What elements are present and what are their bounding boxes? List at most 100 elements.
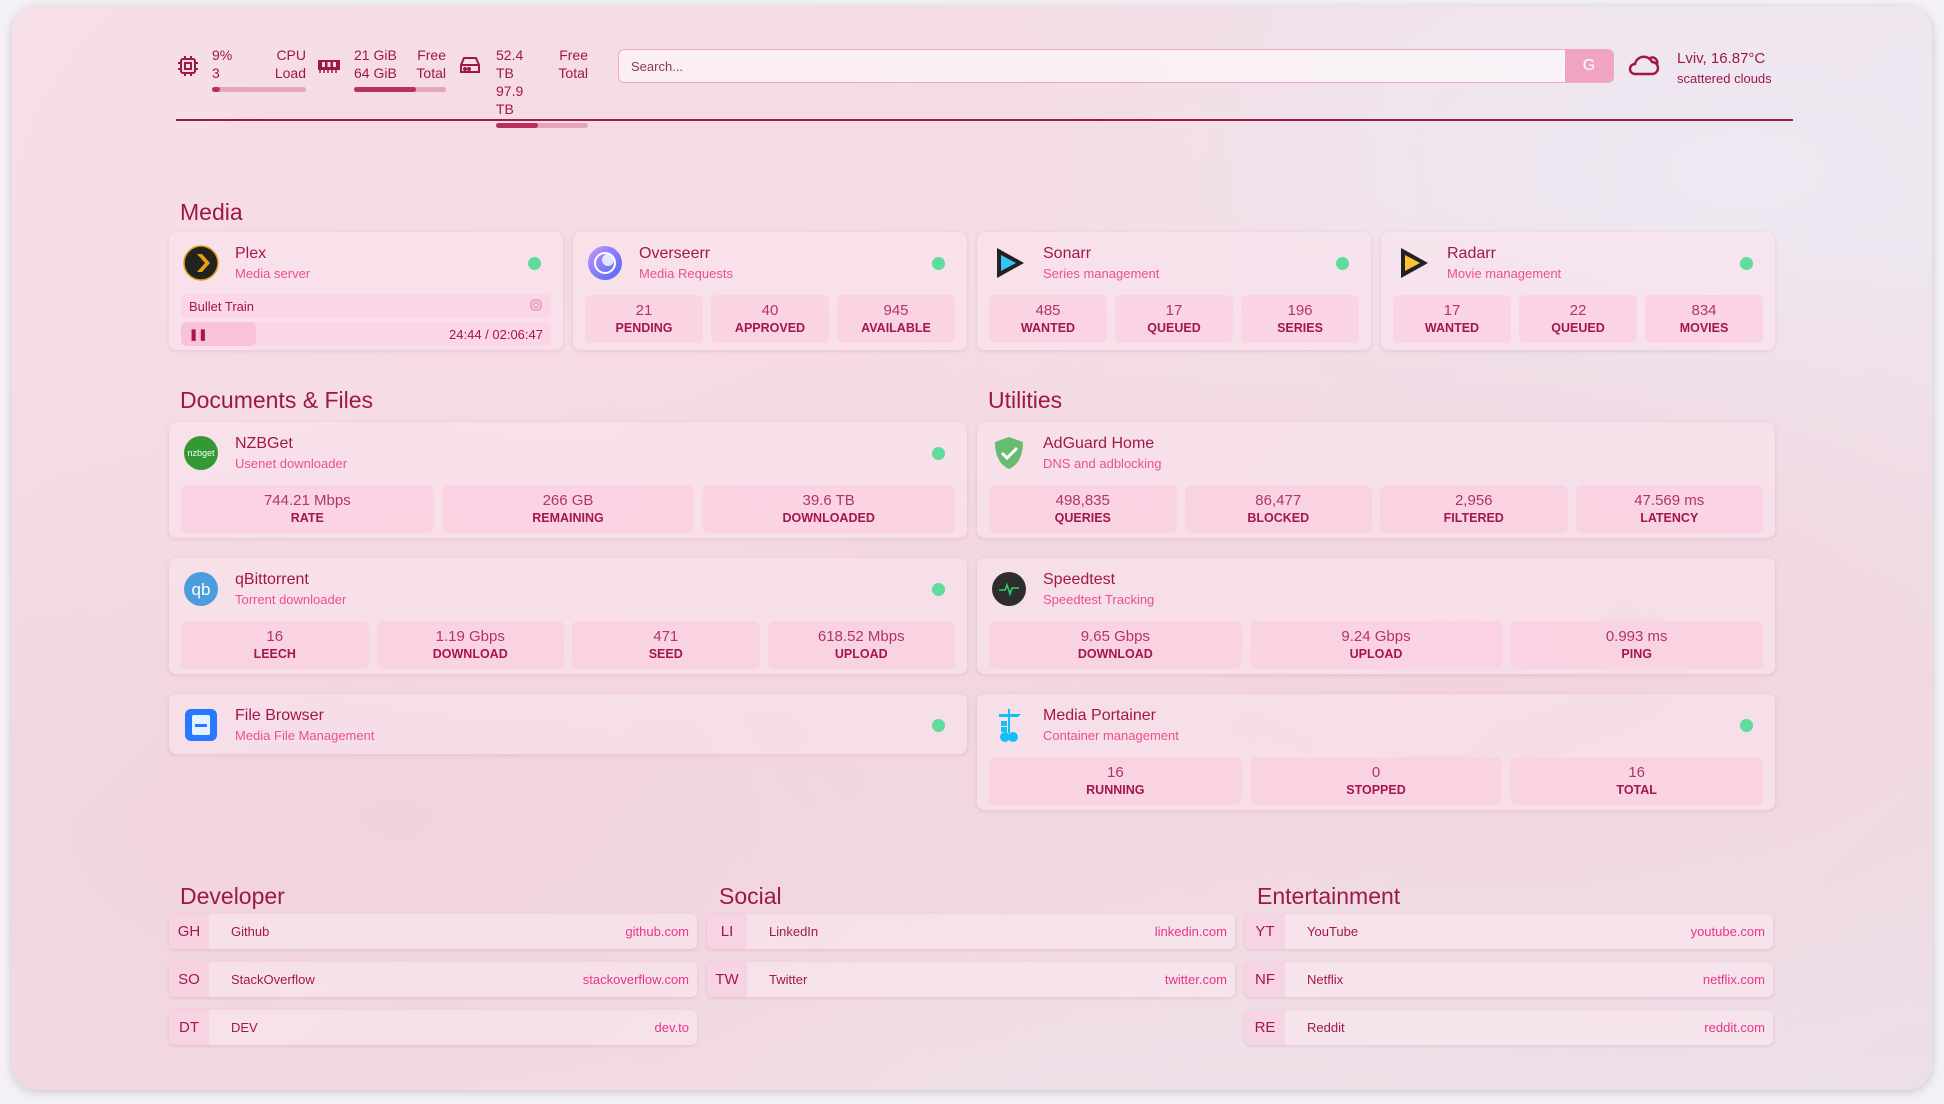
stat-box: 39.6 TB DOWNLOADED bbox=[702, 485, 956, 533]
bookmark-url[interactable]: stackoverflow.com bbox=[582, 972, 689, 987]
service-card-plex[interactable]: Plex Media server Bullet Train ❚❚ 24:44 / 02… bbox=[169, 232, 563, 350]
bookmark-stackoverflow[interactable]: SO StackOverflow stackoverflow.com bbox=[169, 962, 697, 997]
bookmark-url[interactable]: linkedin.com bbox=[1154, 924, 1227, 939]
service-name: Speedtest bbox=[1043, 571, 1116, 588]
status-indicator bbox=[932, 447, 945, 460]
bookmark-abbr: GH bbox=[169, 914, 209, 949]
card-header: Sonarr Series management bbox=[989, 242, 1359, 292]
stat-box: 16 LEECH bbox=[181, 621, 369, 669]
stat-label: QUERIES bbox=[1054, 511, 1111, 525]
bookmark-abbr: LI bbox=[707, 914, 747, 949]
bookmark-url[interactable]: dev.to bbox=[654, 1020, 689, 1035]
service-name: File Browser bbox=[235, 707, 324, 724]
stat-label: TOTAL bbox=[1616, 783, 1657, 797]
card-header: qb qBittorrent Torrent downloader bbox=[181, 568, 955, 618]
status-indicator bbox=[528, 257, 541, 270]
pause-icon[interactable]: ❚❚ bbox=[189, 328, 208, 341]
bookmark-abbr: RE bbox=[1245, 1010, 1285, 1045]
card-text: Plex Media server bbox=[235, 242, 310, 281]
service-description: Speedtest Tracking bbox=[1043, 592, 1155, 607]
stats-row: 16 LEECH 1.19 Gbps DOWNLOAD 471 SEED 618.52 Mb… bbox=[181, 621, 955, 669]
section-title-social: Social bbox=[719, 883, 782, 909]
bookmark-linkedin[interactable]: LI LinkedIn linkedin.com bbox=[707, 914, 1235, 949]
service-description: Media File Management bbox=[235, 728, 375, 743]
stat-value: 1.19 Gbps bbox=[435, 628, 505, 645]
disk-total-value: 97.9 TB bbox=[496, 83, 524, 117]
service-card-qbittorrent[interactable]: qb qBittorrent Torrent downloader 16 LEECH 1.… bbox=[169, 558, 967, 674]
bookmark-twitter[interactable]: TW Twitter twitter.com bbox=[707, 962, 1235, 997]
service-description: Usenet downloader bbox=[235, 456, 348, 471]
search-input[interactable] bbox=[619, 50, 1565, 82]
stat-label: LEECH bbox=[253, 647, 296, 661]
service-card-adguard-home[interactable]: AdGuard Home DNS and adblocking 498,835 QUE… bbox=[977, 422, 1775, 538]
hard-drive-icon bbox=[458, 55, 482, 80]
stats-row: 21 PENDING 40 APPROVED 945 AVAILABLE bbox=[585, 295, 955, 343]
bookmark-netflix[interactable]: NF Netflix netflix.com bbox=[1245, 962, 1773, 997]
bookmark-url[interactable]: github.com bbox=[625, 924, 689, 939]
stat-box: 0.993 ms PING bbox=[1510, 621, 1764, 669]
stat-value: 17 bbox=[1165, 302, 1183, 319]
card-text: AdGuard Home DNS and adblocking bbox=[1043, 432, 1162, 471]
disk-free-value: 52.4 TB bbox=[496, 47, 524, 81]
memory-widget: 21 GiB 64 GiB Free Total bbox=[354, 46, 446, 92]
stat-value: 22 bbox=[1569, 302, 1587, 319]
stat-label: FILTERED bbox=[1443, 511, 1504, 525]
cpu-label: CPU bbox=[276, 47, 306, 63]
stat-value: 16 bbox=[1106, 764, 1124, 781]
bookmark-url[interactable]: youtube.com bbox=[1690, 924, 1765, 939]
service-name: Plex bbox=[235, 245, 267, 262]
overseerr-icon bbox=[587, 245, 623, 281]
stats-row: 17 WANTED 22 QUEUED 834 MOVIES bbox=[1393, 295, 1763, 343]
speedtest-icon bbox=[991, 571, 1027, 607]
card-text: Sonarr Series management bbox=[1043, 242, 1159, 281]
service-card-file-browser[interactable]: File Browser Media File Management bbox=[169, 694, 967, 754]
stat-value: 2,956 bbox=[1454, 492, 1493, 509]
search-bar: G bbox=[618, 49, 1614, 83]
bookmark-name: Twitter bbox=[769, 972, 808, 987]
card-header: Speedtest Speedtest Tracking bbox=[989, 568, 1763, 618]
bookmark-dev[interactable]: DT DEV dev.to bbox=[169, 1010, 697, 1045]
playback-progress bbox=[181, 322, 256, 346]
bookmark-youtube[interactable]: YT YouTube youtube.com bbox=[1245, 914, 1773, 949]
bookmark-name: DEV bbox=[231, 1020, 258, 1035]
service-card-nzbget[interactable]: nzbget NZBGet Usenet downloader 744.21 Mbps… bbox=[169, 422, 967, 538]
load-value: 3 bbox=[212, 65, 220, 81]
search-provider-button[interactable]: G bbox=[1565, 50, 1613, 82]
service-description: Container management bbox=[1043, 728, 1179, 743]
stat-box: 9.24 Gbps UPLOAD bbox=[1249, 621, 1503, 669]
header-divider bbox=[176, 119, 1793, 121]
stat-box: 47.569 ms LATENCY bbox=[1575, 485, 1763, 533]
service-card-speedtest[interactable]: Speedtest Speedtest Tracking 9.65 Gbps DOWN… bbox=[977, 558, 1775, 674]
card-text: Radarr Movie management bbox=[1447, 242, 1561, 281]
playback-time: 24:44 / 02:06:47 bbox=[449, 326, 543, 342]
svg-text:nzbget: nzbget bbox=[187, 448, 215, 458]
nzbget-icon: nzbget bbox=[183, 435, 219, 471]
service-card-sonarr[interactable]: Sonarr Series management 485 WANTED 17 QUEUED… bbox=[977, 232, 1371, 350]
card-header: Plex Media server bbox=[181, 242, 551, 292]
card-header: File Browser Media File Management bbox=[181, 704, 955, 754]
stat-value: 16 bbox=[266, 628, 284, 645]
stat-value: 47.569 ms bbox=[1634, 492, 1705, 509]
bookmark-github[interactable]: GH Github github.com bbox=[169, 914, 697, 949]
status-indicator bbox=[1740, 719, 1753, 732]
bookmark-reddit[interactable]: RE Reddit reddit.com bbox=[1245, 1010, 1773, 1045]
weather-condition: scattered clouds bbox=[1677, 71, 1772, 86]
service-description: Torrent downloader bbox=[235, 592, 347, 607]
service-card-radarr[interactable]: Radarr Movie management 17 WANTED 22 QUEUED 83… bbox=[1381, 232, 1775, 350]
stat-box: 498,835 QUERIES bbox=[989, 485, 1177, 533]
sonarr-icon bbox=[991, 245, 1027, 281]
bookmark-url[interactable]: reddit.com bbox=[1704, 1020, 1765, 1035]
bookmark-name: Reddit bbox=[1307, 1020, 1345, 1035]
bookmark-name: Github bbox=[231, 924, 270, 939]
stat-box: 744.21 Mbps RATE bbox=[181, 485, 434, 533]
bookmark-url[interactable]: twitter.com bbox=[1164, 972, 1227, 987]
service-card-media-portainer[interactable]: Media Portainer Container management 16 RUN… bbox=[977, 694, 1775, 810]
stat-label: DOWNLOAD bbox=[432, 647, 508, 661]
bookmark-url[interactable]: netflix.com bbox=[1702, 972, 1765, 987]
stat-label: QUEUED bbox=[1551, 321, 1605, 335]
file-browser-icon bbox=[183, 707, 219, 743]
service-card-overseerr[interactable]: Overseerr Media Requests 21 PENDING 40 APPROV… bbox=[573, 232, 967, 350]
bookmark-name: Netflix bbox=[1307, 972, 1344, 987]
load-label: Load bbox=[274, 65, 306, 81]
stat-box: 945 AVAILABLE bbox=[837, 295, 955, 343]
